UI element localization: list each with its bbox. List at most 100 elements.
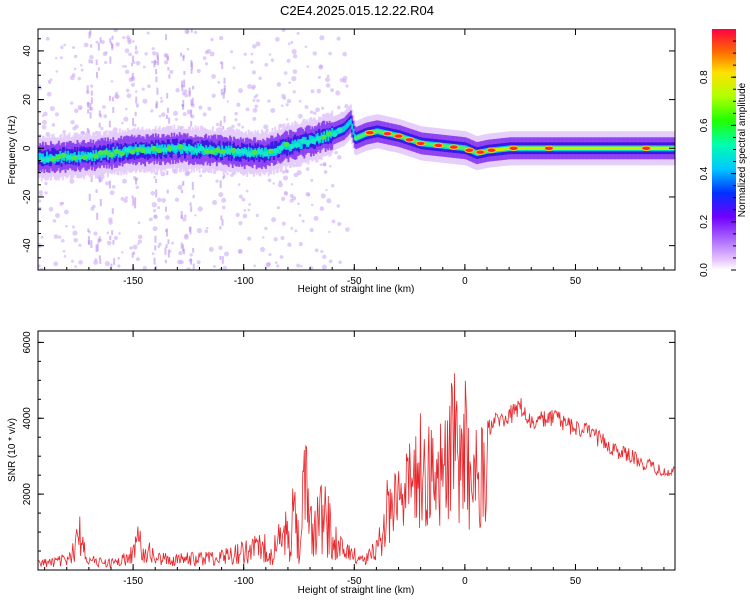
- spectrogram-streak: [180, 189, 183, 194]
- spectrogram-band-peak: [363, 132, 366, 137]
- spectrogram-streak: [219, 180, 222, 189]
- spectrogram-speckle: [102, 105, 106, 109]
- spectrogram-band-core: [156, 143, 159, 151]
- spectrogram-speckle: [62, 130, 67, 134]
- spectrogram-streak: [190, 206, 193, 212]
- spectrogram-blob: [267, 148, 274, 154]
- spectrogram-speckle: [100, 40, 105, 45]
- spectrogram-streak: [96, 212, 99, 220]
- spectrogram-speckle: [268, 253, 272, 257]
- spectrogram-band-peak: [579, 146, 582, 150]
- spectrogram-hotspot: [364, 130, 375, 136]
- spectrogram-speckle: [218, 35, 224, 41]
- spectrogram-speckle: [169, 69, 174, 74]
- spectrogram-speckle: [247, 236, 252, 241]
- spectrogram-band-peak: [532, 146, 535, 150]
- spectrogram-speckle: [104, 51, 108, 55]
- spectrogram-speckle: [124, 48, 130, 54]
- spectrogram-speckle: [267, 178, 272, 183]
- spectrogram-speckle: [252, 99, 256, 102]
- spectrogram-streak: [112, 240, 115, 245]
- spectrogram-speckle: [90, 84, 94, 88]
- spectrogram-band-core: [353, 133, 356, 140]
- spectrogram-band-core: [351, 123, 354, 130]
- spectrogram-band-peak: [530, 146, 533, 150]
- spectrogram-band-peak: [445, 144, 448, 148]
- spectrogram-streak: [189, 258, 192, 265]
- spectrogram-streak: [98, 110, 101, 117]
- spectrogram-streak: [190, 109, 193, 117]
- spectrogram-band-core: [327, 134, 330, 142]
- spectrogram-streak: [182, 55, 185, 61]
- spectrogram-streak: [181, 84, 184, 92]
- spectrogram-band-core: [60, 155, 63, 164]
- spectrogram-speckle: [122, 64, 125, 68]
- spectrogram-speckle: [274, 261, 278, 265]
- spectrogram-band-peak: [542, 146, 545, 150]
- spectrogram-speckle: [310, 178, 314, 182]
- spectrogram-speckle: [108, 220, 113, 225]
- spectrogram-speckle: [282, 96, 287, 100]
- spectrogram-speckle: [186, 267, 191, 270]
- spectrogram-speckle: [117, 264, 121, 268]
- spectrogram-band-peak: [355, 136, 358, 140]
- spectrogram-streak: [113, 258, 116, 265]
- spectrogram-blob: [76, 154, 83, 160]
- spectrogram-streak: [221, 62, 224, 70]
- colorbar-tick-label: 0.0: [699, 263, 710, 277]
- spectrogram-speckle: [150, 191, 156, 196]
- spectrogram-speckle: [198, 105, 203, 110]
- spectrogram-speckle: [134, 50, 139, 55]
- spectrogram-band-mid: [271, 141, 274, 156]
- spectrogram-band-core: [349, 118, 352, 125]
- spectrogram-blob: [81, 154, 88, 160]
- spectrogram-streak: [111, 230, 114, 235]
- spectrogram-band-peak: [664, 146, 667, 150]
- spectrogram-band-peak: [375, 129, 378, 134]
- spectrogram-speckle: [241, 197, 246, 202]
- spectrogram-band-peak: [570, 146, 573, 150]
- spectrogram-speckle: [290, 183, 294, 186]
- spectrogram-band-peak: [601, 146, 604, 150]
- spectrogram-speckle: [159, 97, 163, 100]
- spectrogram-band-peak: [533, 146, 536, 150]
- spectrogram-speckle: [117, 256, 121, 260]
- spectrogram-speckle: [40, 235, 44, 239]
- spectrogram-streak: [96, 243, 99, 252]
- spectrogram-band-core: [122, 147, 125, 155]
- snr-y-tick-label: 6000: [22, 331, 33, 354]
- spectrogram-band-peak: [635, 146, 638, 150]
- spectrogram-blob: [182, 146, 189, 152]
- spectrogram-band-peak: [619, 146, 622, 150]
- spectrogram-band-peak: [484, 149, 487, 154]
- spectrogram-speckle: [129, 246, 133, 250]
- spectrogram-band-peak: [609, 146, 612, 150]
- spectrogram-band-core: [190, 147, 193, 156]
- spectrogram-speckle: [307, 193, 311, 197]
- snr-x-tick-label: 50: [570, 576, 582, 587]
- spectrogram-band-peak: [610, 146, 613, 150]
- spectrogram-speckle: [345, 227, 350, 232]
- spectrogram-speckle: [328, 259, 333, 264]
- spectrogram-blob: [315, 136, 322, 142]
- spectrogram-streak: [154, 245, 157, 251]
- spectrogram-band-core: [59, 150, 62, 159]
- spectrogram-blob: [71, 155, 78, 161]
- spectrogram-blob: [209, 149, 216, 155]
- spectrogram-speckle: [264, 62, 269, 67]
- spectrogram-streak: [157, 58, 160, 66]
- spectrogram-band-peak: [461, 146, 464, 150]
- spectrogram-blob: [119, 150, 126, 157]
- spectrogram-streak: [220, 88, 223, 96]
- spectrogram-speckle: [135, 60, 141, 66]
- spectrogram-speckle: [325, 77, 331, 83]
- spectrogram-speckle: [158, 242, 162, 247]
- spectrogram-speckle: [338, 260, 342, 265]
- spectrogram-speckle: [151, 60, 154, 64]
- spectrogram-speckle: [342, 51, 348, 57]
- spectrogram-streak: [132, 117, 135, 126]
- spectrogram-speckle: [232, 66, 236, 70]
- spectrogram-band-mid: [230, 146, 233, 162]
- spectrogram-speckle: [125, 107, 128, 111]
- spectrogram-band-core: [250, 147, 253, 156]
